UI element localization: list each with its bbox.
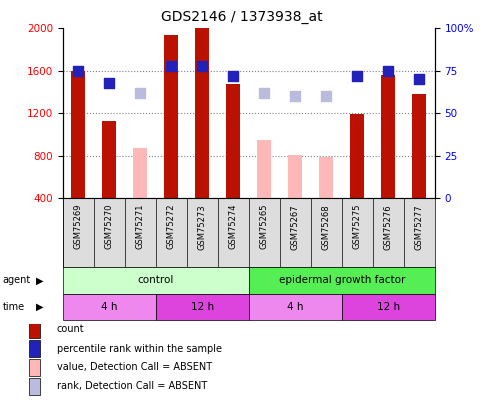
Point xyxy=(229,73,237,79)
Bar xyxy=(342,294,435,320)
Bar xyxy=(71,71,85,198)
Bar xyxy=(28,378,41,395)
Text: GSM75272: GSM75272 xyxy=(167,204,176,249)
Point xyxy=(136,90,144,96)
Bar xyxy=(257,140,271,198)
Point xyxy=(415,76,423,83)
Text: GSM75274: GSM75274 xyxy=(229,204,238,249)
Bar xyxy=(249,267,435,294)
Bar xyxy=(28,340,41,357)
Bar xyxy=(319,157,333,198)
Text: percentile rank within the sample: percentile rank within the sample xyxy=(57,343,222,354)
Text: GSM75268: GSM75268 xyxy=(322,204,331,249)
Text: GSM75265: GSM75265 xyxy=(260,204,269,249)
Point xyxy=(168,62,175,69)
Bar xyxy=(28,321,41,338)
Bar xyxy=(133,149,147,198)
Point xyxy=(74,68,82,74)
Text: GSM75270: GSM75270 xyxy=(105,204,114,249)
Bar xyxy=(63,267,249,294)
Text: ▶: ▶ xyxy=(36,302,44,312)
Point xyxy=(322,93,330,100)
Point xyxy=(199,62,206,69)
Bar xyxy=(164,35,178,198)
Bar xyxy=(412,94,426,198)
Bar xyxy=(249,294,342,320)
Point xyxy=(291,93,299,100)
Text: GSM75269: GSM75269 xyxy=(74,204,83,249)
Bar xyxy=(102,121,116,198)
Text: 4 h: 4 h xyxy=(287,302,303,312)
Text: time: time xyxy=(2,302,25,312)
Bar xyxy=(226,83,240,198)
Text: GSM75277: GSM75277 xyxy=(415,204,424,249)
Point xyxy=(105,79,113,86)
Text: GSM75271: GSM75271 xyxy=(136,204,145,249)
Text: 12 h: 12 h xyxy=(191,302,214,312)
Text: GSM75273: GSM75273 xyxy=(198,204,207,249)
Text: rank, Detection Call = ABSENT: rank, Detection Call = ABSENT xyxy=(57,382,207,391)
Point xyxy=(354,73,361,79)
Text: epidermal growth factor: epidermal growth factor xyxy=(279,275,405,286)
Bar xyxy=(156,294,249,320)
Bar xyxy=(63,294,156,320)
Text: 12 h: 12 h xyxy=(377,302,400,312)
Text: control: control xyxy=(138,275,174,286)
Text: value, Detection Call = ABSENT: value, Detection Call = ABSENT xyxy=(57,362,212,372)
Bar xyxy=(195,28,209,198)
Bar xyxy=(28,359,41,375)
Text: agent: agent xyxy=(2,275,30,286)
Bar xyxy=(350,115,364,198)
Text: count: count xyxy=(57,324,85,335)
Point xyxy=(260,90,268,96)
Text: 4 h: 4 h xyxy=(101,302,117,312)
Text: ▶: ▶ xyxy=(36,275,44,286)
Point xyxy=(384,68,392,74)
Text: GSM75276: GSM75276 xyxy=(384,204,393,249)
Text: GSM75267: GSM75267 xyxy=(291,204,300,249)
Bar xyxy=(381,75,395,198)
Text: GSM75275: GSM75275 xyxy=(353,204,362,249)
Text: GDS2146 / 1373938_at: GDS2146 / 1373938_at xyxy=(161,10,322,24)
Bar xyxy=(288,155,302,198)
